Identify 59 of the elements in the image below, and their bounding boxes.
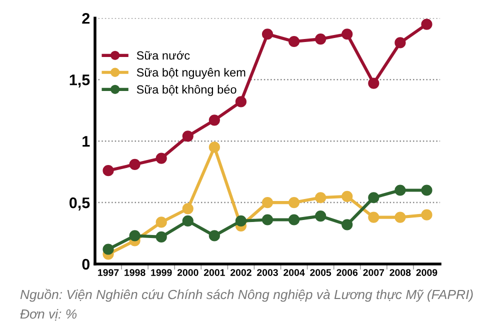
x-tick-label: 1998 bbox=[124, 269, 146, 276]
point bbox=[288, 214, 300, 226]
point bbox=[208, 114, 220, 126]
point bbox=[342, 190, 353, 202]
point bbox=[421, 184, 432, 196]
x-tick-label: 2008 bbox=[390, 269, 411, 276]
x-tick-label: 2003 bbox=[257, 269, 278, 276]
point bbox=[315, 192, 326, 204]
legend-label: Sữa bột không béo bbox=[136, 84, 236, 96]
point bbox=[182, 130, 194, 142]
point bbox=[235, 96, 247, 108]
x-tick-label: 2006 bbox=[336, 269, 358, 276]
y-tick-label: 1 bbox=[82, 136, 90, 147]
point bbox=[368, 212, 380, 223]
y-tick-label: 2 bbox=[82, 13, 90, 24]
point bbox=[182, 215, 194, 227]
point bbox=[156, 231, 167, 243]
point bbox=[102, 244, 114, 255]
x-tick-label: 1997 bbox=[98, 269, 119, 276]
point bbox=[262, 196, 274, 208]
legend-label: Sữa nước bbox=[136, 50, 190, 60]
point bbox=[394, 37, 406, 48]
y-tick-label: 0,5 bbox=[70, 197, 90, 210]
point bbox=[368, 78, 380, 89]
point bbox=[315, 33, 326, 45]
point bbox=[262, 214, 274, 226]
point bbox=[368, 192, 380, 204]
x-tick-label: 2000 bbox=[177, 269, 198, 276]
x-tick-label: 2007 bbox=[363, 269, 384, 276]
point bbox=[208, 230, 220, 242]
y-tick-label: 1,5 bbox=[70, 74, 90, 88]
point bbox=[421, 209, 432, 220]
text: Nguồn: Viện Nghiên cứu Chính sách Nông nghiệp và Lương thực Mỹ (FAPRI) bbox=[20, 288, 473, 302]
point bbox=[342, 219, 353, 230]
point bbox=[129, 230, 140, 242]
point bbox=[394, 212, 406, 223]
x-tick-label: 2002 bbox=[230, 269, 252, 276]
point bbox=[262, 28, 274, 40]
point bbox=[208, 142, 220, 153]
point bbox=[235, 215, 247, 227]
text: Đơn vị: % bbox=[20, 309, 77, 321]
point bbox=[182, 203, 194, 214]
x-tick-label: 2004 bbox=[284, 269, 305, 276]
x-tick-label: 1999 bbox=[151, 269, 172, 276]
point bbox=[394, 184, 406, 196]
point bbox=[288, 36, 300, 48]
point bbox=[156, 216, 167, 228]
x-tick-label: 2009 bbox=[416, 269, 438, 276]
legend-label: Sữa bột nguyên kem bbox=[136, 68, 246, 79]
point bbox=[102, 165, 114, 176]
y-tick-label: 0 bbox=[82, 258, 90, 270]
point bbox=[421, 18, 432, 30]
point bbox=[315, 210, 326, 222]
point bbox=[156, 152, 167, 164]
point bbox=[342, 28, 353, 40]
point bbox=[129, 158, 140, 170]
x-tick-label: 2005 bbox=[310, 269, 332, 276]
x-tick-label: 2001 bbox=[204, 269, 225, 276]
point bbox=[288, 196, 300, 208]
